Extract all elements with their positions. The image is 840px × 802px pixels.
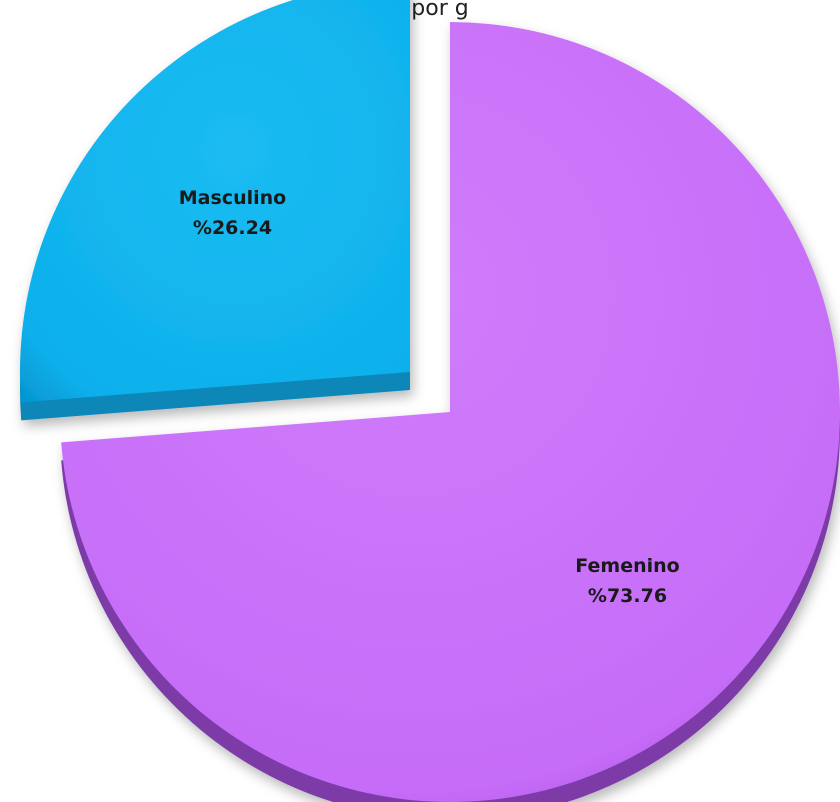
data-labels: Femenino %73.76 Masculino %26.24 xyxy=(179,187,680,607)
pie-slice-top-femenino xyxy=(61,22,840,802)
slice-label-name-femenino: Femenino xyxy=(575,555,679,577)
pie-slices xyxy=(19,0,840,802)
pie-slice-masculino xyxy=(19,0,410,421)
pie-slice-femenino xyxy=(61,22,840,802)
slice-label-name-masculino: Masculino xyxy=(179,187,286,209)
slice-label-value-femenino: %73.76 xyxy=(588,585,667,607)
slice-label-value-masculino: %26.24 xyxy=(193,217,272,239)
chart-title: por g xyxy=(411,0,468,21)
pie-slice-top-masculino xyxy=(20,0,410,403)
